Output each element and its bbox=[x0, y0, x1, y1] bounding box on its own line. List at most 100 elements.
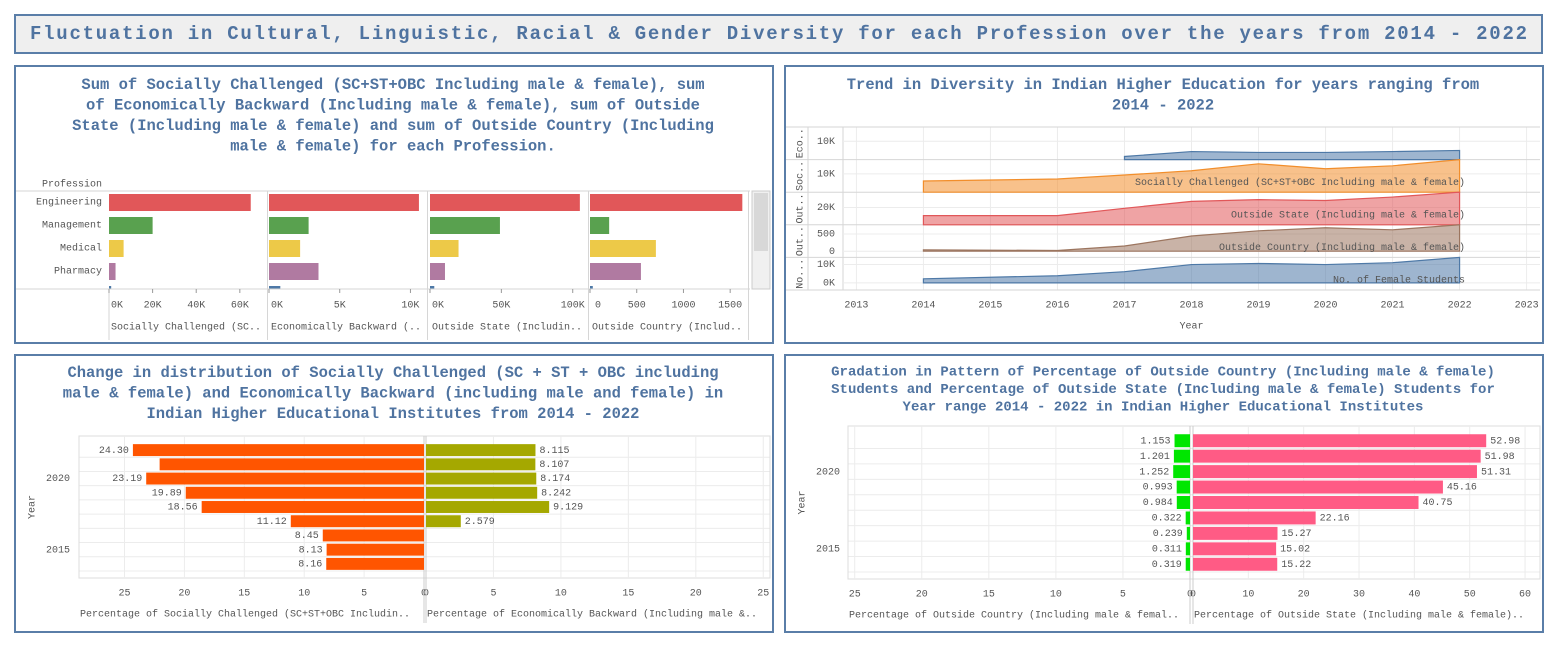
data-label: 22.16 bbox=[1320, 514, 1350, 525]
chart-title: Change in distribution of Socially Chall… bbox=[67, 364, 718, 382]
y-tick-label: 2020 bbox=[816, 467, 840, 478]
bar bbox=[1174, 434, 1190, 448]
x-tick-label: 10K bbox=[401, 301, 419, 312]
x-tick-label: 60 bbox=[1519, 590, 1531, 601]
data-label: 0.322 bbox=[1152, 514, 1182, 525]
bar bbox=[146, 472, 424, 485]
x-tick-label: 20 bbox=[178, 589, 190, 600]
area bbox=[922, 256, 1461, 284]
data-label: 52.98 bbox=[1490, 436, 1520, 447]
bar bbox=[1193, 465, 1477, 479]
axis-label: Year bbox=[798, 490, 809, 514]
bar bbox=[426, 444, 536, 457]
bar bbox=[1193, 496, 1419, 509]
bar bbox=[1173, 449, 1190, 463]
data-label: 8.242 bbox=[541, 488, 571, 499]
row-header: Profession bbox=[42, 179, 102, 191]
x-tick-label: 10 bbox=[555, 589, 567, 600]
plot-frame bbox=[847, 425, 1541, 580]
row-label: No... bbox=[796, 259, 807, 289]
data-label: 0.319 bbox=[1152, 560, 1182, 571]
x-tick-label: 10 bbox=[1242, 590, 1254, 601]
x-tick-label: 25 bbox=[849, 590, 861, 601]
x-tick-label: 2019 bbox=[1247, 301, 1271, 312]
bar bbox=[590, 217, 610, 234]
axis-label: Outside Country (Includ.. bbox=[592, 322, 742, 334]
data-label: 18.56 bbox=[168, 503, 198, 514]
data-label: 15.02 bbox=[1280, 544, 1310, 555]
scrollbar-thumb[interactable] bbox=[754, 193, 768, 251]
data-label: 24.30 bbox=[99, 446, 129, 457]
x-tick-label: 20 bbox=[916, 590, 928, 601]
plot: EngineeringManagementMedicalPharmacyArch… bbox=[30, 194, 743, 289]
x-tick-label: 0 bbox=[595, 301, 601, 312]
bar bbox=[1186, 526, 1190, 540]
data-label: 8.45 bbox=[295, 531, 319, 542]
x-tick-label: 10 bbox=[1050, 590, 1062, 601]
x-tick-label: 2015 bbox=[978, 301, 1002, 312]
bar bbox=[269, 194, 419, 211]
axis-label: Percentage of Outside State (Including m… bbox=[1194, 610, 1524, 622]
data-label: 0.984 bbox=[1143, 498, 1173, 509]
x-tick-label: 2018 bbox=[1179, 301, 1203, 312]
bar bbox=[269, 217, 309, 234]
data-label: 8.174 bbox=[540, 474, 570, 485]
y-tick-label: 2020 bbox=[46, 474, 70, 485]
data-label: 51.98 bbox=[1485, 452, 1515, 463]
data-label: 51.31 bbox=[1481, 467, 1511, 478]
data-label: 1.201 bbox=[1140, 452, 1170, 463]
bar bbox=[109, 240, 124, 257]
chart-title: Trend in Diversity in Indian Higher Educ… bbox=[847, 76, 1480, 94]
data-label: 19.89 bbox=[152, 488, 182, 499]
bar bbox=[590, 240, 656, 257]
data-label: 15.22 bbox=[1281, 560, 1311, 571]
bar bbox=[426, 458, 536, 471]
bar bbox=[590, 263, 641, 280]
x-tick-label: 0K bbox=[111, 301, 123, 312]
bar bbox=[426, 472, 537, 485]
bar bbox=[185, 486, 424, 499]
bar bbox=[1193, 511, 1316, 525]
y-tick-label: 2015 bbox=[46, 545, 70, 556]
bar bbox=[426, 501, 550, 513]
chart-title: male & female) for each Profession. bbox=[230, 138, 556, 156]
x-tick-label: 2023 bbox=[1515, 301, 1539, 312]
x-tick-label: 25 bbox=[757, 589, 769, 600]
y-tick-label: 10K bbox=[817, 170, 835, 181]
bar bbox=[326, 557, 424, 570]
x-tick-label: 20K bbox=[144, 301, 162, 312]
category-label: Medical bbox=[60, 243, 102, 255]
x-tick-label: 100K bbox=[561, 301, 585, 312]
x-tick-label: 5 bbox=[1120, 590, 1126, 601]
data-label: 23.19 bbox=[112, 474, 142, 485]
bar bbox=[1193, 557, 1278, 571]
area bbox=[922, 191, 1461, 226]
bar bbox=[109, 194, 251, 211]
x-tick-label: 5 bbox=[490, 589, 496, 600]
y-tick-label: 2015 bbox=[816, 544, 840, 555]
bar bbox=[159, 458, 424, 471]
bar bbox=[1185, 542, 1190, 556]
category-label: Pharmacy bbox=[54, 266, 102, 278]
chart-title: of Economically Backward (Including male… bbox=[86, 97, 700, 115]
bar bbox=[109, 263, 116, 280]
x-tick-label: 50K bbox=[492, 301, 510, 312]
x-tick-label: 5K bbox=[334, 301, 346, 312]
category-label: Management bbox=[42, 221, 102, 232]
area bbox=[922, 158, 1461, 193]
axis-label: Year bbox=[1179, 322, 1203, 333]
bar bbox=[590, 194, 743, 211]
row-label: Out.. bbox=[796, 226, 807, 256]
bar bbox=[1185, 557, 1190, 571]
bar bbox=[326, 543, 424, 556]
bar bbox=[430, 240, 459, 257]
bar bbox=[590, 286, 593, 289]
axis-label: Percentage of Outside Country (Including… bbox=[849, 610, 1179, 622]
x-tick-label: 15 bbox=[983, 590, 995, 601]
bar bbox=[1173, 465, 1190, 479]
bar bbox=[201, 501, 424, 513]
y-tick-label: 0 bbox=[829, 247, 835, 258]
bar bbox=[1193, 526, 1278, 540]
x-tick-label: 2020 bbox=[1314, 301, 1338, 312]
x-tick-label: 0K bbox=[432, 301, 444, 312]
